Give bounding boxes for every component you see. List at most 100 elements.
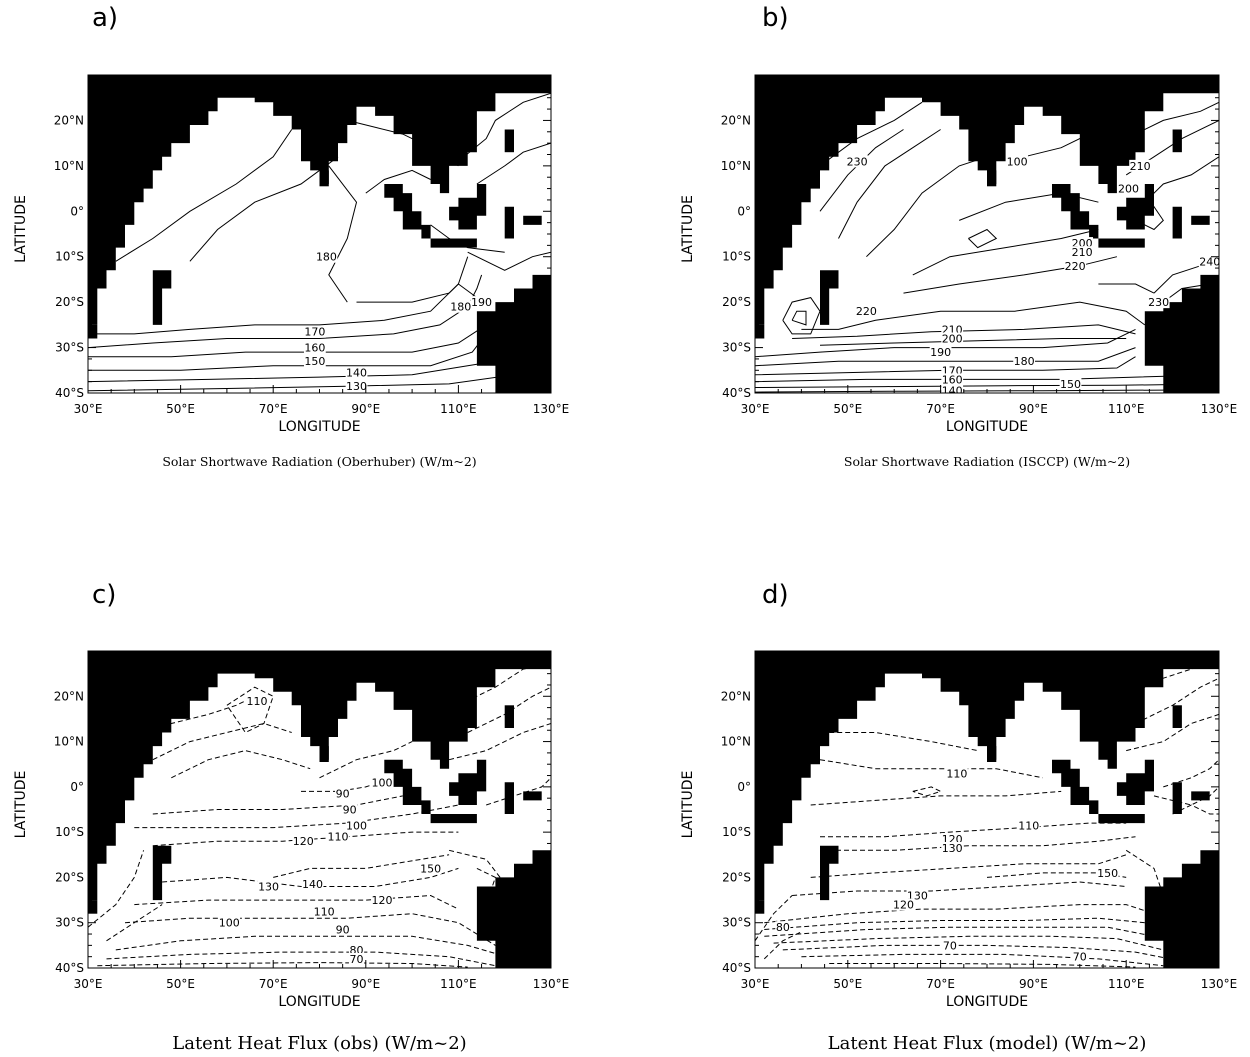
contour-label-bg	[292, 835, 315, 848]
land-mask	[820, 270, 839, 325]
land-mask	[1144, 850, 1219, 968]
x-tick-label: 30°E	[741, 977, 770, 991]
contour-line	[755, 347, 1136, 367]
y-tick-label: 20°S	[55, 870, 84, 884]
y-axis-label: LATITUDE	[680, 195, 696, 263]
contour-label-bg	[335, 923, 351, 936]
land-mask	[987, 170, 997, 187]
contour-label-bg	[1064, 259, 1087, 272]
contour-label-bg	[301, 878, 324, 891]
contour-line	[319, 741, 413, 779]
land-mask	[88, 651, 551, 901]
contour-line	[755, 374, 1219, 383]
contour-label-bg	[257, 880, 280, 893]
y-tick-label: 20°S	[722, 295, 751, 309]
y-tick-label: 0°	[70, 780, 84, 794]
y-tick-label: 20°S	[722, 870, 751, 884]
contour-label: 120	[372, 894, 393, 907]
contour-label-bg	[315, 250, 338, 263]
x-tick-label: 70°E	[926, 977, 955, 991]
contour-label: 150	[1060, 378, 1081, 391]
land-mask	[1052, 759, 1099, 814]
contour-label: 200	[942, 332, 963, 345]
contour-label-bg	[1071, 246, 1094, 259]
contour-label: 70	[350, 953, 364, 966]
x-tick-label: 130°E	[1201, 977, 1238, 991]
land-mask	[152, 845, 172, 901]
contour-line	[912, 786, 942, 797]
land-mask	[523, 215, 542, 225]
contour-label-bg	[313, 905, 336, 918]
land-mask	[755, 900, 765, 914]
y-tick-label: 30°S	[55, 916, 84, 930]
land-mask	[319, 746, 329, 762]
x-tick-label: 30°E	[741, 402, 770, 416]
contour-label-bg	[335, 787, 351, 800]
land-mask	[820, 845, 839, 901]
contour-label-bg	[449, 300, 472, 313]
contour-line	[467, 251, 551, 271]
x-tick-label: 90°E	[1019, 977, 1048, 991]
contour-line	[810, 790, 1062, 806]
contour-label: 150	[304, 355, 325, 368]
panel-c: 1101009090100110120150140130120110100908…	[13, 580, 569, 1054]
contour-line	[88, 274, 483, 349]
land-mask	[1098, 814, 1145, 824]
contour-label-bg	[303, 355, 326, 368]
contour-label-bg	[906, 889, 929, 902]
contour-label: 110	[246, 695, 267, 708]
land-mask	[1191, 791, 1210, 801]
contour-line	[755, 383, 1219, 388]
contour-label: 130	[346, 380, 367, 393]
contour-line	[801, 953, 1164, 967]
y-tick-label: 10°S	[722, 250, 751, 264]
panel-caption: Solar Shortwave Radiation (Oberhuber) (W…	[162, 454, 476, 469]
y-tick-label: 0°	[737, 204, 751, 218]
x-tick-label: 50°E	[166, 402, 195, 416]
contour-line	[301, 777, 394, 792]
land-mask	[1116, 759, 1154, 805]
contour-label: 140	[942, 385, 963, 398]
contour-label-bg	[1006, 155, 1029, 168]
land-mask	[1052, 184, 1099, 239]
x-tick-label: 50°E	[833, 977, 862, 991]
contour-label: 140	[302, 878, 323, 891]
contour-line	[134, 894, 459, 910]
y-axis-label: LATITUDE	[13, 771, 29, 839]
y-tick-label: 40°S	[722, 386, 751, 400]
contour-line	[152, 795, 403, 815]
y-tick-label: 40°S	[55, 961, 84, 975]
y-tick-label: 10°N	[54, 735, 84, 749]
y-tick-label: 30°S	[55, 341, 84, 355]
x-axis-label: LONGITUDE	[946, 994, 1028, 1010]
land-mask	[88, 75, 551, 325]
y-tick-label: 10°S	[55, 825, 84, 839]
y-tick-label: 0°	[737, 780, 751, 794]
contour-label: 130	[258, 880, 279, 893]
land-mask	[449, 759, 487, 805]
contour-label-bg	[941, 332, 964, 345]
land-mask	[987, 746, 997, 762]
y-axis-label: LATITUDE	[13, 195, 29, 263]
contour-label: 120	[893, 899, 914, 912]
x-tick-label: 130°E	[1201, 402, 1238, 416]
x-tick-label: 110°E	[440, 402, 477, 416]
contour-label-bg	[929, 346, 952, 359]
contour-label: 160	[304, 342, 325, 355]
contour-line	[819, 759, 1043, 779]
land-mask	[88, 900, 98, 914]
contour-label-bg	[1072, 950, 1088, 963]
land-mask	[504, 206, 514, 239]
contour-line	[1135, 677, 1219, 724]
contour-label-bg	[1059, 377, 1082, 390]
contour-label-bg	[846, 155, 868, 168]
land-mask	[319, 170, 329, 187]
contour-line	[356, 283, 459, 303]
contour-line	[476, 142, 551, 185]
contour-line	[755, 328, 1136, 358]
panel-label: c)	[92, 580, 116, 610]
x-tick-label: 90°E	[1019, 402, 1048, 416]
x-tick-label: 110°E	[440, 977, 477, 991]
